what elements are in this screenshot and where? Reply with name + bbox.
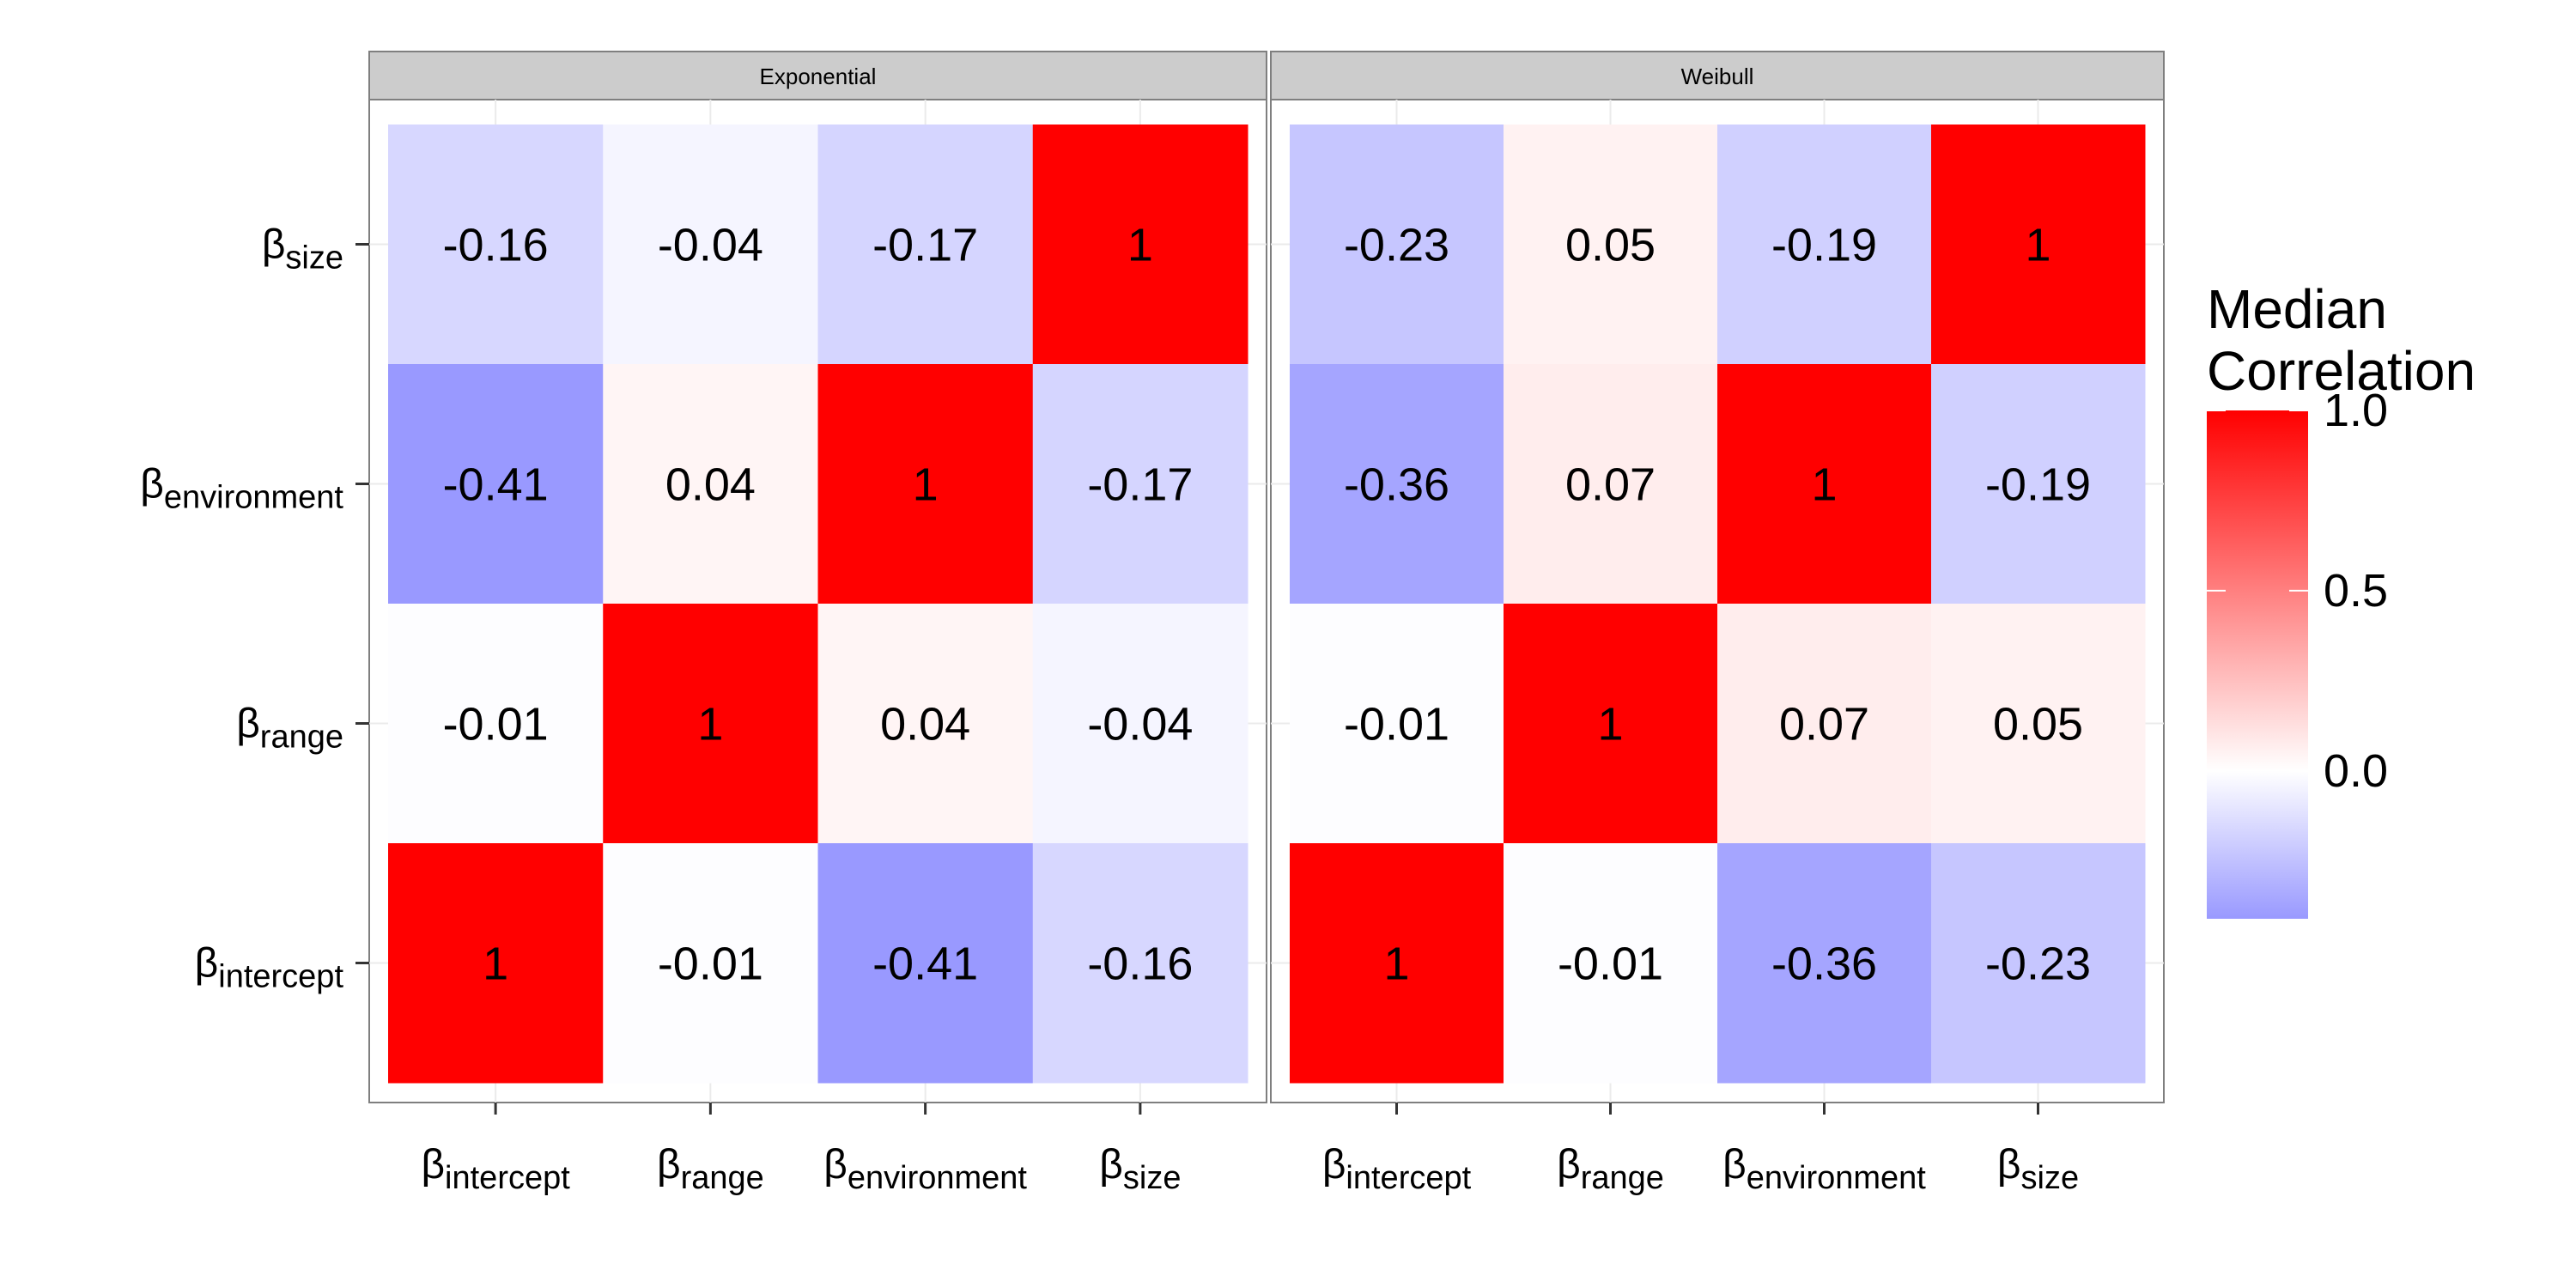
cell-value-label: -0.16 [443, 220, 549, 271]
cell-value-label: -0.01 [1344, 699, 1449, 750]
heatmap-cell [817, 604, 1034, 844]
cell-value-label: -0.23 [1985, 939, 2091, 990]
x-tick-label: βintercept [421, 1142, 570, 1196]
heatmap-cell [817, 843, 1034, 1084]
heatmap-cell [1717, 125, 1932, 365]
panel-title: Exponential [760, 64, 877, 89]
heatmap-cell [1931, 125, 2146, 365]
cell-value-label: -0.41 [872, 939, 978, 990]
heatmap-cell [1717, 843, 1932, 1084]
cell-value-label: 0.04 [880, 699, 970, 750]
heatmap-cell [388, 604, 604, 844]
heatmap-cell [817, 125, 1034, 365]
panel-weibull: Weibull -0.23 0.05 -0.19 1 -0.36 0.07 1 -0.19 -0.… [1270, 51, 2165, 1196]
cell-value-label: -0.17 [872, 220, 978, 271]
heatmap-cell [1717, 604, 1932, 844]
panel-exponential: Exponential -0.16 -0.04 -0.17 1 -0.41 0.04 1 -0.… [140, 51, 1267, 1196]
heatmap-cell [1290, 364, 1504, 605]
x-tick-label: βsize [1997, 1142, 2079, 1196]
heatmap-cell [1290, 843, 1504, 1084]
cell-value-label: -0.41 [443, 459, 549, 511]
heatmap-cell [1032, 364, 1249, 605]
y-tick-label: βenvironment [140, 462, 343, 516]
cell-value-label: 0.05 [1565, 220, 1656, 271]
heatmap-cell [1717, 364, 1932, 605]
cell-value-label: -0.01 [658, 939, 763, 990]
heatmap-cell [817, 364, 1034, 605]
cell-value-label: 0.07 [1779, 699, 1869, 750]
heatmap-cell [1290, 125, 1504, 365]
heatmap-cell [1032, 125, 1249, 365]
panel-title: Weibull [1681, 64, 1754, 89]
cell-value-label: 0.05 [1993, 699, 2083, 750]
heatmap-cell [603, 604, 818, 844]
cell-value-label: -0.17 [1087, 459, 1193, 511]
heatmap-cell [603, 125, 818, 365]
cell-value-label: 1 [1597, 699, 1623, 750]
cell-value-label: -0.01 [443, 699, 549, 750]
x-tick-label: βrange [1557, 1142, 1664, 1196]
cell-value-label: -0.36 [1771, 939, 1877, 990]
heatmap-cell [1504, 604, 1718, 844]
cell-value-label: -0.19 [1771, 220, 1877, 271]
heatmap-cell [388, 364, 604, 605]
x-tick-label: βenvironment [1722, 1142, 1926, 1196]
legend-tick-label: 0.0 [2324, 745, 2388, 797]
cell-value-label: 1 [1127, 220, 1153, 271]
y-tick-label: βintercept [195, 941, 344, 995]
cell-value-label: 0.07 [1565, 459, 1656, 511]
legend-title: Correlation [2207, 340, 2476, 402]
cell-value-label: 1 [697, 699, 723, 750]
heatmap-cell [388, 125, 604, 365]
heatmap-cell [1032, 843, 1249, 1084]
heatmap-cell [1931, 364, 2146, 605]
heatmap-cell [603, 843, 818, 1084]
heatmap-cell [1290, 604, 1504, 844]
heatmap-cell [388, 843, 604, 1084]
cell-value-label: -0.16 [1087, 939, 1193, 990]
x-tick-label: βrange [657, 1142, 764, 1196]
x-tick-label: βsize [1099, 1142, 1181, 1196]
legend-tick-label: 0.5 [2324, 565, 2388, 617]
cell-value-label: 1 [2025, 220, 2050, 271]
legend-title: Median [2207, 278, 2387, 340]
x-tick-label: βintercept [1322, 1142, 1472, 1196]
heatmap-cell [1931, 604, 2146, 844]
y-tick-label: βrange [236, 702, 343, 756]
cell-value-label: -0.04 [1087, 699, 1193, 750]
cell-value-label: -0.23 [1344, 220, 1449, 271]
legend-tick-label: 1.0 [2324, 385, 2388, 436]
heatmap-cell [1931, 843, 2146, 1084]
y-tick-label: βsize [262, 222, 343, 276]
heatmap-cell [1032, 604, 1249, 844]
cell-value-label: 1 [1383, 939, 1409, 990]
heatmap-cell [1504, 364, 1718, 605]
cell-value-label: 1 [1811, 459, 1837, 511]
heatmap-cell [603, 364, 818, 605]
cell-value-label: -0.01 [1558, 939, 1663, 990]
heatmap-cell [1504, 125, 1718, 365]
cell-value-label: -0.19 [1985, 459, 2091, 511]
cell-value-label: -0.04 [658, 220, 763, 271]
x-tick-label: βenvironment [823, 1142, 1027, 1196]
cell-value-label: 0.04 [665, 459, 756, 511]
cell-value-label: -0.36 [1344, 459, 1449, 511]
legend-colorbar [2207, 410, 2308, 919]
cell-value-label: 1 [913, 459, 939, 511]
heatmap-cell [1504, 843, 1718, 1084]
panel-strip [368, 51, 1267, 100]
cell-value-label: 1 [483, 939, 508, 990]
